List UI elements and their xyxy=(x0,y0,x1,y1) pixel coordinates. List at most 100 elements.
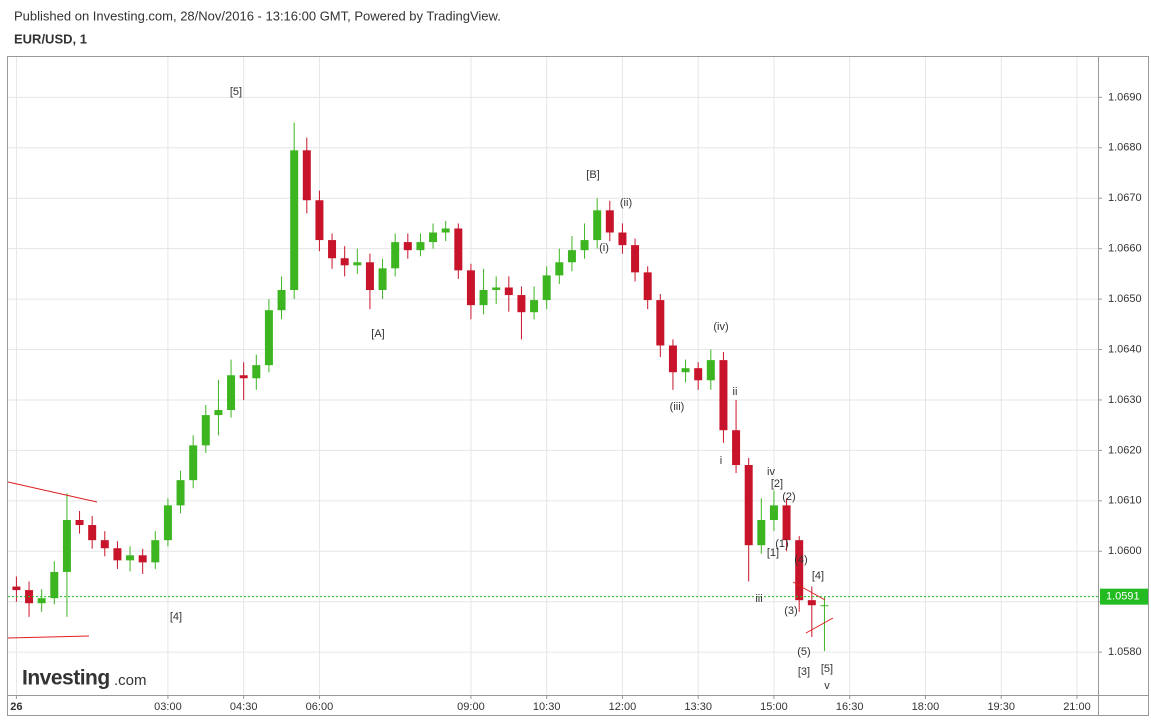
trend-line xyxy=(805,617,834,634)
candle-body xyxy=(706,360,715,381)
candle-body xyxy=(732,430,741,466)
x-tick-label: 09:00 xyxy=(457,701,485,713)
candle-body xyxy=(631,245,640,273)
candle-body xyxy=(100,540,109,549)
x-tick-label: 21:00 xyxy=(1063,701,1091,713)
candle-body xyxy=(302,150,311,201)
wave-label: (i) xyxy=(599,242,609,254)
candle-body xyxy=(50,571,59,599)
candle-body xyxy=(757,519,766,546)
y-tick-label: 1.0580 xyxy=(1108,646,1142,658)
candle-body xyxy=(163,505,172,541)
x-tick-label: 06:00 xyxy=(306,701,334,713)
candle-body xyxy=(795,540,804,601)
wave-label: i xyxy=(720,455,722,467)
candle-body xyxy=(429,232,438,243)
candle-body xyxy=(492,287,501,291)
x-tick-label: 26 xyxy=(10,701,22,713)
candle-body xyxy=(340,258,349,266)
candle-body xyxy=(113,548,122,561)
candle-body xyxy=(290,150,299,291)
trend-line xyxy=(7,635,90,639)
wave-label: [4] xyxy=(812,570,824,582)
wave-label: [1] xyxy=(767,547,779,559)
wave-label: (3) xyxy=(784,605,797,617)
candle-body xyxy=(694,368,703,381)
y-tick-label: 1.0620 xyxy=(1108,444,1142,456)
overlay: 1.0591[5][A][4][B](ii)(i)(iv)(iii)iiiiv[… xyxy=(8,86,1148,692)
y-tick-label: 1.0640 xyxy=(1108,343,1142,355)
candle-body xyxy=(593,210,602,241)
candle-body xyxy=(479,290,488,306)
y-tick-label: 1.0670 xyxy=(1108,192,1142,204)
chart-frame xyxy=(7,56,1149,716)
candle-body xyxy=(353,262,362,266)
y-tick-label: 1.0690 xyxy=(1108,91,1142,103)
wave-label: iii xyxy=(755,593,762,605)
candle-body xyxy=(277,290,286,311)
candle-body xyxy=(252,365,261,379)
candle-body xyxy=(656,300,665,346)
candle-body xyxy=(580,240,589,251)
candle-body xyxy=(504,287,513,296)
x-tick-label: 19:30 xyxy=(987,701,1015,713)
current-price-box xyxy=(1100,588,1148,605)
candle-body xyxy=(151,540,160,563)
wave-label: (1) xyxy=(775,538,788,550)
candle-body xyxy=(138,555,147,563)
wave-label: [B] xyxy=(586,169,599,181)
candle-body xyxy=(542,275,551,301)
candle-body xyxy=(239,375,248,379)
y-tick-label: 1.0650 xyxy=(1108,293,1142,305)
candle-body xyxy=(126,555,135,561)
grid: 1.05801.05901.06001.06101.06201.06301.06… xyxy=(8,57,1142,713)
y-tick-label: 1.0630 xyxy=(1108,394,1142,406)
candle-body xyxy=(416,242,425,251)
candle-body xyxy=(681,368,690,373)
candle-body xyxy=(441,228,450,233)
candle-body xyxy=(643,272,652,301)
candle-body xyxy=(227,375,236,411)
x-tick-label: 04:30 xyxy=(230,701,258,713)
chart-title: EUR/USD, 1 xyxy=(14,31,87,46)
wave-label: [4] xyxy=(170,611,182,623)
x-tick-label: 13:30 xyxy=(684,701,712,713)
y-tick-label: 1.0680 xyxy=(1108,142,1142,154)
wave-label: (5) xyxy=(797,646,810,658)
candle-body xyxy=(201,415,210,446)
candle-body xyxy=(567,250,576,263)
x-tick-label: 03:00 xyxy=(154,701,182,713)
logo: Investing xyxy=(22,667,110,690)
candle-body xyxy=(264,310,273,366)
candle-body xyxy=(365,262,374,291)
candle-body xyxy=(530,300,539,313)
candle-body xyxy=(391,242,400,269)
wave-label: [A] xyxy=(371,328,384,340)
candle-body xyxy=(189,445,198,481)
candle-body xyxy=(75,519,84,526)
candle-body xyxy=(12,586,21,591)
candle-body xyxy=(328,240,337,259)
wave-label: [5] xyxy=(821,663,833,675)
wave-label: (2) xyxy=(782,491,795,503)
wave-label: [3] xyxy=(798,666,810,678)
y-tick-label: 1.0660 xyxy=(1108,243,1142,255)
candle-body xyxy=(88,525,97,541)
wave-label: [2] xyxy=(771,478,783,490)
published-note: Published on Investing.com, 28/Nov/2016 … xyxy=(14,8,501,23)
trend-line xyxy=(7,481,98,503)
wave-label: [5] xyxy=(230,86,242,98)
logo-suffix: .com xyxy=(114,672,147,689)
candle-body xyxy=(62,519,71,572)
x-tick-label: 16:30 xyxy=(836,701,864,713)
candle-body xyxy=(517,295,526,313)
candle-body xyxy=(719,360,728,431)
candle-body xyxy=(176,480,185,506)
candle-body xyxy=(37,598,46,604)
wave-label: (iv) xyxy=(713,321,728,333)
candle-body xyxy=(315,200,324,241)
candle-body xyxy=(769,505,778,520)
candle-body xyxy=(668,345,677,373)
y-tick-label: 1.0610 xyxy=(1108,495,1142,507)
